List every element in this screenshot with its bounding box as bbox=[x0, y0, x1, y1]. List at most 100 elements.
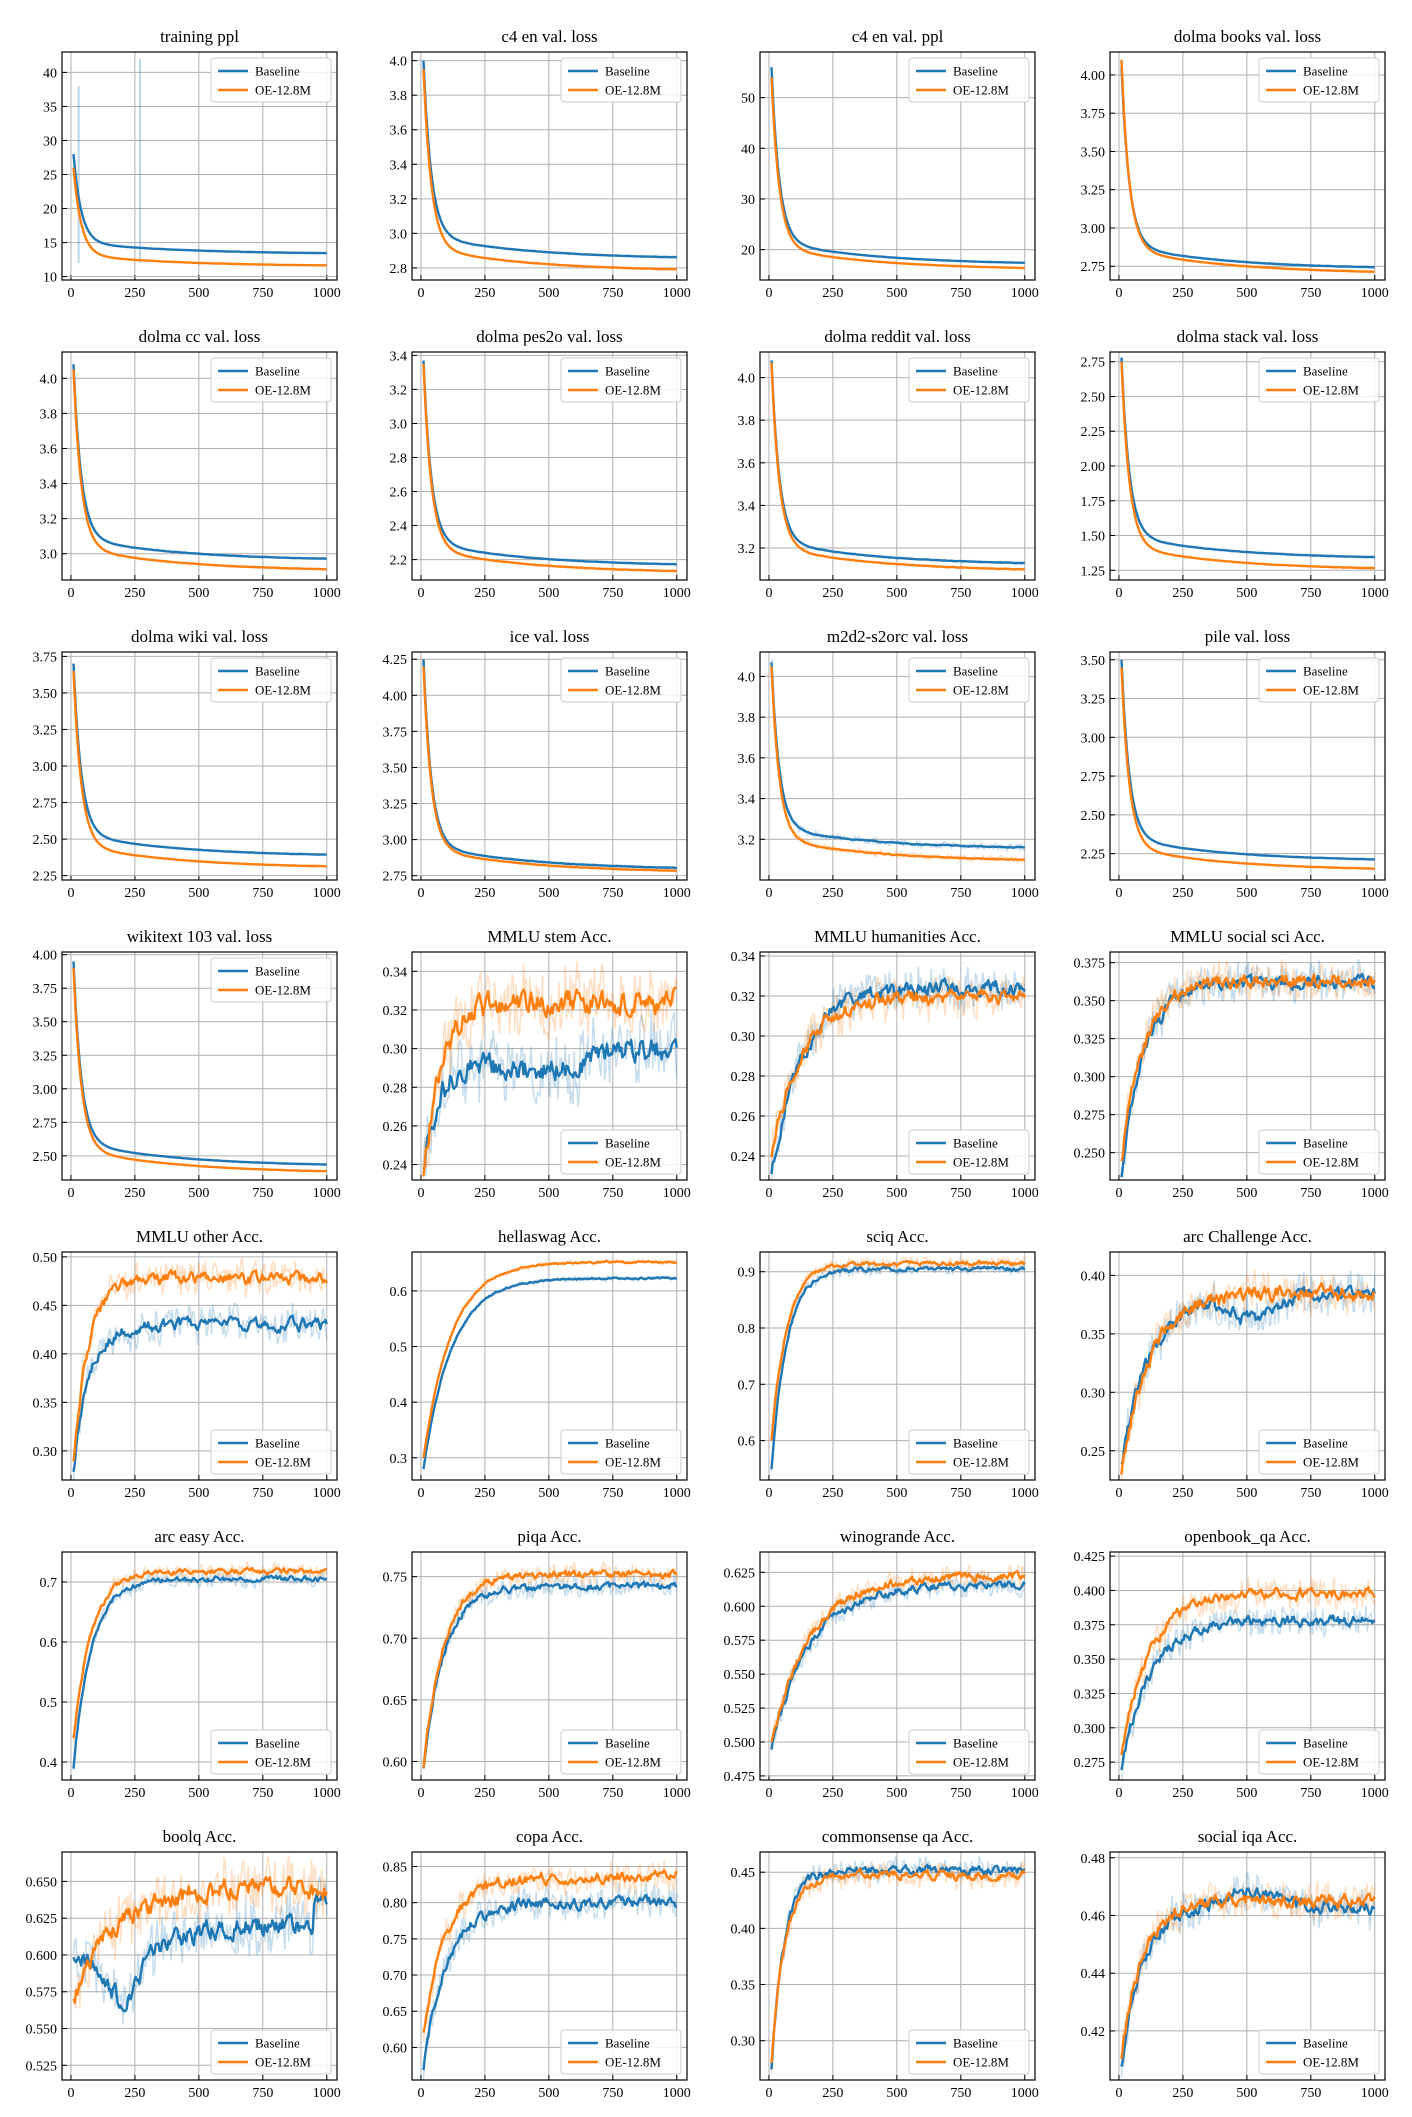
y-tick-label: 3.75 bbox=[33, 982, 58, 997]
baseline-line bbox=[72, 153, 327, 255]
x-tick-label: 0 bbox=[1115, 886, 1122, 901]
subplot-13: MMLU stem Acc. 0 250 500 750 1000 0.24 0.26 0.28… bbox=[383, 927, 691, 1201]
y-tick-label: 2.25 bbox=[33, 870, 58, 885]
baseline-raw-line bbox=[422, 1882, 678, 2080]
baseline-line bbox=[770, 67, 1025, 264]
y-tick-label: 0.650 bbox=[26, 1875, 58, 1890]
y-tick-label: 3.2 bbox=[738, 833, 756, 848]
subplot-title: commonsense qa Acc. bbox=[822, 1827, 974, 1846]
y-tick-label: 4.25 bbox=[383, 653, 408, 668]
y-tick-label: 3.4 bbox=[738, 793, 756, 808]
legend: Baseline OE-12.8M bbox=[210, 357, 332, 403]
x-tick-label: 500 bbox=[188, 1186, 209, 1201]
axes-frame bbox=[411, 1251, 688, 1481]
y-tick-label: 1.25 bbox=[1081, 564, 1106, 579]
oe-line bbox=[1120, 59, 1375, 273]
x-tick-label: 500 bbox=[886, 586, 907, 601]
legend-label: Baseline bbox=[953, 1736, 998, 1751]
x-tick-label: 0 bbox=[417, 1486, 424, 1501]
oe-line bbox=[770, 988, 1026, 1158]
y-tick-label: 3.25 bbox=[1081, 693, 1106, 708]
oe-raw-line bbox=[422, 1859, 678, 2042]
y-tick-label: 25 bbox=[43, 169, 57, 184]
y-tick-label: 0.85 bbox=[383, 1860, 408, 1875]
y-tick-label: 0.35 bbox=[731, 1979, 756, 1994]
x-tick-label: 250 bbox=[1172, 286, 1193, 301]
legend-label: OE-12.8M bbox=[255, 2055, 311, 2070]
axes-frame bbox=[61, 651, 338, 881]
legend-label: Baseline bbox=[953, 2036, 998, 2051]
x-tick-label: 250 bbox=[1172, 1186, 1193, 1201]
legend: Baseline OE-12.8M bbox=[1258, 1129, 1380, 1175]
subplot-title: boolq Acc. bbox=[163, 1827, 237, 1846]
subplot-title: social iqa Acc. bbox=[1198, 1827, 1298, 1846]
baseline-line bbox=[1120, 1887, 1376, 2067]
y-tick-label: 3.00 bbox=[33, 1083, 58, 1098]
plot-area bbox=[770, 1564, 1026, 1751]
legend-label: OE-12.8M bbox=[1303, 1755, 1359, 1770]
x-tick-label: 1000 bbox=[313, 586, 341, 601]
subplot-title: MMLU other Acc. bbox=[136, 1227, 263, 1246]
x-tick-label: 750 bbox=[602, 586, 623, 601]
y-tick-label: 3.6 bbox=[390, 124, 408, 139]
y-tick-label: 0.40 bbox=[33, 1348, 58, 1363]
y-tick-label: 0.5 bbox=[40, 1696, 58, 1711]
y-tick-label: 2.00 bbox=[1081, 460, 1106, 475]
subplot-2: c4 en val. ppl 0 250 500 750 1000 20 30 40 50 Base… bbox=[741, 27, 1039, 301]
x-tick-label: 1000 bbox=[663, 286, 691, 301]
oe-line bbox=[1120, 1586, 1376, 1756]
x-tick-label: 500 bbox=[538, 1186, 559, 1201]
legend-label: OE-12.8M bbox=[1303, 383, 1359, 398]
legend-label: OE-12.8M bbox=[1303, 83, 1359, 98]
y-tick-label: 2.25 bbox=[1081, 425, 1106, 440]
axes-frame bbox=[759, 651, 1036, 881]
x-tick-label: 750 bbox=[950, 286, 971, 301]
y-tick-label: 0.24 bbox=[731, 1150, 756, 1165]
axes-frame bbox=[759, 51, 1036, 281]
x-tick-label: 500 bbox=[188, 1786, 209, 1801]
oe-line bbox=[770, 1570, 1026, 1743]
x-tick-label: 1000 bbox=[663, 2086, 691, 2101]
oe-raw-line bbox=[422, 1257, 678, 1458]
x-tick-label: 1000 bbox=[663, 1786, 691, 1801]
y-tick-label: 2.75 bbox=[33, 1116, 58, 1131]
oe-line bbox=[1120, 1891, 1376, 2060]
oe-line bbox=[770, 362, 1025, 571]
y-tick-label: 3.25 bbox=[33, 723, 58, 738]
baseline-raw-line bbox=[1121, 1605, 1376, 1780]
oe-line bbox=[72, 167, 327, 267]
plot-area bbox=[1120, 1269, 1376, 1480]
baseline-line bbox=[72, 961, 327, 1166]
y-tick-label: 2.50 bbox=[33, 1150, 58, 1165]
axes-frame bbox=[759, 1851, 1036, 2081]
x-tick-label: 0 bbox=[1115, 1486, 1122, 1501]
x-tick-label: 500 bbox=[886, 2086, 907, 2101]
x-tick-label: 1000 bbox=[1011, 2086, 1039, 2101]
y-tick-label: 2.25 bbox=[1081, 848, 1106, 863]
y-tick-label: 0.6 bbox=[738, 1435, 756, 1450]
legend: Baseline OE-12.8M bbox=[908, 1129, 1030, 1175]
x-tick-label: 1000 bbox=[1011, 886, 1039, 901]
axes-frame bbox=[411, 651, 688, 881]
y-tick-label: 40 bbox=[43, 66, 57, 81]
y-tick-label: 3.75 bbox=[1081, 107, 1106, 122]
x-tick-label: 500 bbox=[1236, 286, 1257, 301]
axes-frame bbox=[759, 351, 1036, 581]
plot-area bbox=[422, 360, 678, 573]
y-tick-label: 4.0 bbox=[390, 55, 408, 70]
plot-area bbox=[422, 1561, 678, 1769]
legend: Baseline OE-12.8M bbox=[560, 1129, 682, 1175]
legend-label: OE-12.8M bbox=[953, 2055, 1009, 2070]
x-tick-label: 250 bbox=[124, 586, 145, 601]
y-tick-label: 0.60 bbox=[383, 1756, 408, 1771]
oe-line bbox=[770, 1867, 1026, 2063]
oe-raw-line bbox=[1120, 1269, 1376, 1480]
legend: Baseline OE-12.8M bbox=[560, 657, 682, 703]
baseline-line bbox=[422, 1893, 678, 2071]
y-tick-label: 2.50 bbox=[1081, 809, 1106, 824]
oe-line bbox=[422, 666, 677, 872]
x-tick-label: 250 bbox=[124, 286, 145, 301]
oe-line bbox=[1120, 973, 1376, 1162]
subplot-25: copa Acc. 0 250 500 750 1000 0.60 0.65 0.70 0.75 0… bbox=[383, 1827, 691, 2101]
x-tick-label: 250 bbox=[124, 1186, 145, 1201]
